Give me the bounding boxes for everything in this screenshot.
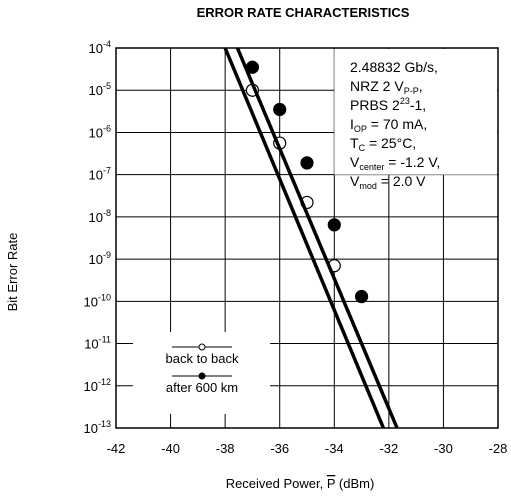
y-tick-base: 10 bbox=[84, 421, 98, 436]
y-axis-label: Bit Error Rate bbox=[5, 233, 20, 312]
annotation-text: -1, bbox=[410, 97, 426, 113]
plot-border bbox=[115, 47, 499, 429]
legend-open-marker bbox=[198, 343, 206, 351]
y-tick-base: 10 bbox=[84, 337, 98, 352]
annotation-text: I bbox=[350, 116, 354, 132]
annotation-text: = 2.0 V bbox=[377, 173, 426, 189]
x-axis-label-symbol: P bbox=[327, 476, 335, 491]
x-tick-label: -28 bbox=[489, 441, 508, 456]
x-axis-ticks: -42 -40 -38 -36 -34 -32 -30 -28 bbox=[107, 441, 508, 456]
filled-marker bbox=[354, 289, 369, 304]
y-tick-label: 10-11 bbox=[84, 335, 111, 352]
filled-marker bbox=[273, 102, 287, 117]
y-tick-base: 10 bbox=[89, 252, 103, 267]
legend-label: back to back bbox=[166, 351, 239, 366]
y-tick-label: 10-13 bbox=[84, 419, 111, 436]
x-tick-label: -34 bbox=[325, 441, 344, 456]
annotation-subscript: OP bbox=[354, 124, 367, 134]
filled-marker bbox=[327, 218, 341, 232]
annotation-subscript: center bbox=[359, 162, 384, 172]
x-axis-label: Received Power, P (dBm) bbox=[226, 476, 375, 491]
series bbox=[223, 47, 399, 429]
conditions-annotation: 2.48832 Gb/s,NRZ 2 VP-P,PRBS 223-1,IOP =… bbox=[350, 59, 440, 191]
annotation-superscript: 23 bbox=[400, 96, 410, 106]
annotation-line: 2.48832 Gb/s, bbox=[350, 59, 438, 75]
annotation-text: = 25°C, bbox=[365, 135, 416, 151]
y-tick-exponent: -11 bbox=[99, 335, 111, 345]
y-tick-base: 10 bbox=[89, 83, 103, 98]
annotation-box bbox=[334, 49, 497, 175]
annotation-line: TC = 25°C, bbox=[350, 135, 416, 153]
filled-marker bbox=[245, 60, 260, 74]
y-tick-base: 10 bbox=[89, 125, 103, 140]
y-tick-exponent: -12 bbox=[98, 377, 111, 387]
annotation-text: = 70 mA, bbox=[367, 116, 427, 132]
annotation-text: V bbox=[350, 173, 360, 189]
y-tick-label: 10-7 bbox=[89, 166, 111, 183]
y-axis-ticks: 10-410-510-610-710-810-910-1010-1110-121… bbox=[84, 39, 111, 436]
x-tick-label: -30 bbox=[434, 441, 453, 456]
x-tick-label: -40 bbox=[161, 441, 180, 456]
annotation-subscript: P-P bbox=[404, 86, 419, 96]
x-tick-label: -32 bbox=[379, 441, 398, 456]
series-line bbox=[223, 47, 386, 429]
y-tick-base: 10 bbox=[84, 379, 98, 394]
y-tick-label: 10-10 bbox=[84, 292, 111, 309]
annotation-subscript: mod bbox=[359, 181, 377, 191]
annotation-text: = -1.2 V, bbox=[384, 154, 440, 170]
legend-label: after 600 km bbox=[166, 380, 238, 395]
legend: back to back after 600 km bbox=[133, 332, 270, 414]
y-tick-label: 10-9 bbox=[89, 250, 111, 267]
annotation-box-bg bbox=[334, 49, 497, 175]
y-tick-exponent: -6 bbox=[103, 123, 111, 133]
annotation-text: 2.48832 Gb/s, bbox=[350, 59, 438, 75]
legend-filled-marker bbox=[198, 372, 206, 380]
annotation-subscript: C bbox=[359, 143, 366, 153]
annotation-text: , bbox=[419, 78, 423, 94]
y-tick-label: 10-6 bbox=[89, 123, 111, 140]
y-tick-label: 10-12 bbox=[84, 377, 111, 394]
annotation-line: Vcenter = -1.2 V, bbox=[350, 154, 440, 172]
annotation-line: IOP = 70 mA, bbox=[350, 116, 427, 134]
y-tick-exponent: -13 bbox=[98, 419, 111, 429]
x-axis-label-text: Received Power, bbox=[226, 476, 327, 491]
y-tick-exponent: -4 bbox=[103, 39, 111, 49]
annotation-line: PRBS 223-1, bbox=[350, 96, 426, 113]
x-axis-label-unit: (dBm) bbox=[335, 476, 374, 491]
y-tick-label: 10-5 bbox=[89, 81, 111, 98]
annotation-text: PRBS 2 bbox=[350, 97, 400, 113]
y-tick-label: 10-4 bbox=[89, 39, 111, 56]
x-tick-label: -36 bbox=[270, 441, 289, 456]
x-tick-label: -42 bbox=[107, 441, 126, 456]
y-tick-exponent: -7 bbox=[103, 166, 111, 176]
y-tick-exponent: -5 bbox=[103, 81, 111, 91]
filled-marker bbox=[300, 156, 314, 170]
y-tick-exponent: -9 bbox=[103, 250, 111, 260]
y-tick-exponent: -8 bbox=[103, 208, 111, 218]
chart-title: ERROR RATE CHARACTERISTICS bbox=[197, 5, 410, 20]
x-tick-label: -38 bbox=[216, 441, 235, 456]
y-tick-base: 10 bbox=[89, 210, 103, 225]
y-tick-base: 10 bbox=[84, 294, 98, 309]
series-line bbox=[235, 47, 399, 429]
annotation-line: Vmod = 2.0 V bbox=[350, 173, 426, 191]
y-tick-base: 10 bbox=[89, 168, 103, 183]
annotation-text: NRZ 2 V bbox=[350, 78, 404, 94]
y-tick-label: 10-8 bbox=[89, 208, 111, 225]
plot-frame bbox=[115, 47, 499, 429]
y-tick-base: 10 bbox=[89, 41, 103, 56]
annotation-text: V bbox=[350, 154, 360, 170]
y-tick-exponent: -10 bbox=[98, 292, 111, 302]
series-after-600-km bbox=[235, 47, 399, 429]
annotation-line: NRZ 2 VP-P, bbox=[350, 78, 423, 96]
annotation-text: T bbox=[350, 135, 359, 151]
